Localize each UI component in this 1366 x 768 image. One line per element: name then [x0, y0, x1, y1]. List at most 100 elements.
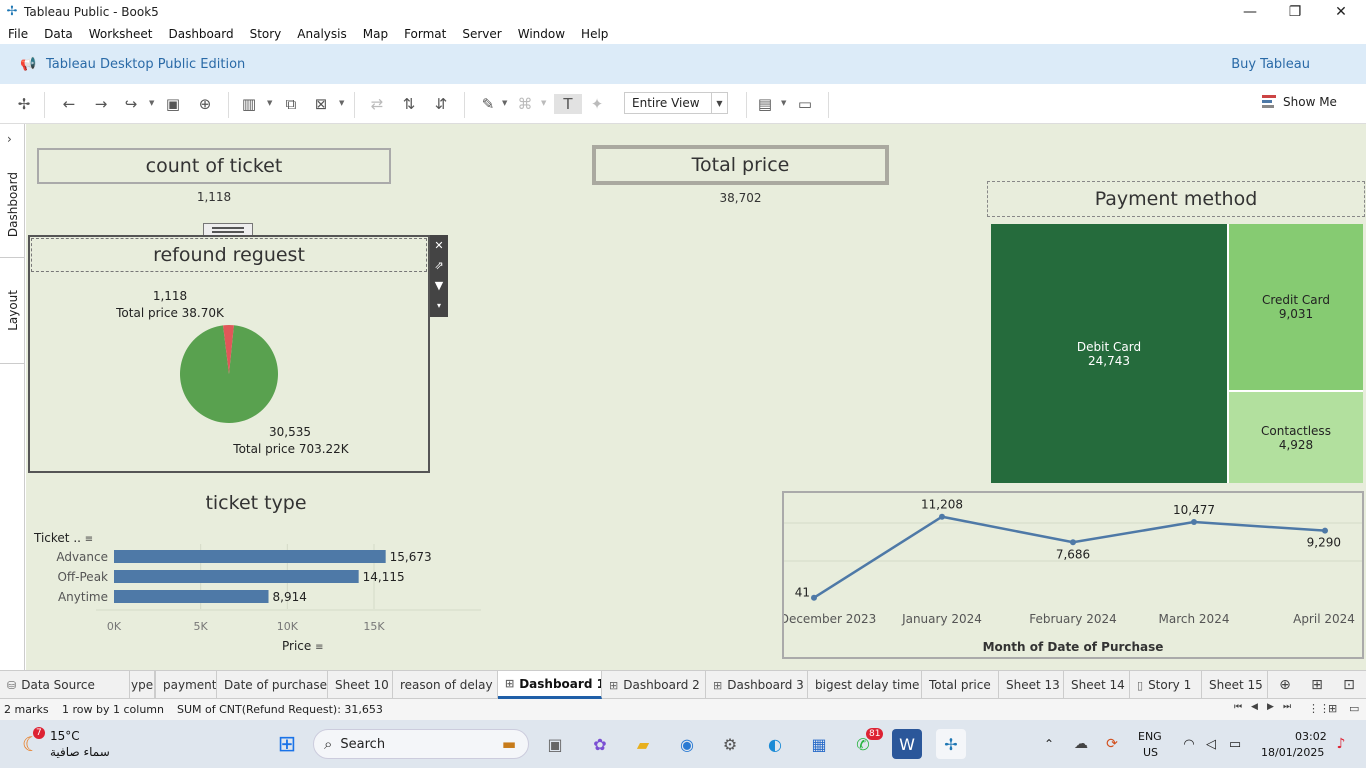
- buy-tableau-link[interactable]: Buy Tableau: [1231, 56, 1310, 72]
- sync-icon[interactable]: ⟳: [1106, 736, 1118, 752]
- clock-date[interactable]: 18/01/2025: [1261, 746, 1325, 759]
- tab-dashboard-2[interactable]: ⊞ Dashboard 2: [602, 671, 706, 699]
- tableau-taskbar-icon[interactable]: ✢: [936, 729, 966, 759]
- wifi-icon[interactable]: ◠: [1183, 736, 1195, 752]
- clock-time[interactable]: 03:02: [1295, 730, 1327, 743]
- go-to-sheet-icon[interactable]: ⇗: [434, 258, 444, 272]
- group-members-icon[interactable]: ⌘: [517, 95, 533, 113]
- first-sheet-icon[interactable]: ⏮: [1234, 702, 1243, 712]
- bar-anytime[interactable]: [114, 590, 269, 603]
- show-me-button[interactable]: Show Me: [1262, 95, 1337, 109]
- clear-dropdown-icon[interactable]: ▼: [339, 99, 345, 107]
- tab-sheet-13[interactable]: Sheet 13: [999, 671, 1064, 699]
- next-sheet-icon[interactable]: ▶: [1267, 702, 1274, 712]
- tab-data-source[interactable]: ⛁ Data Source: [0, 671, 130, 699]
- highlight-dropdown-icon[interactable]: ▼: [502, 99, 508, 107]
- replay-dropdown-icon[interactable]: ▼: [149, 99, 155, 107]
- sort-descending-icon[interactable]: ⇵: [434, 95, 448, 113]
- microsoft-store-icon[interactable]: ▦: [811, 734, 827, 754]
- file-explorer-icon[interactable]: ▰: [636, 734, 650, 754]
- tab-date-of-purchase[interactable]: Date of purchase: [217, 671, 328, 699]
- pie-slice-small[interactable]: [223, 325, 234, 374]
- new-story-tab-icon[interactable]: ⊡: [1343, 677, 1355, 693]
- line-point[interactable]: [939, 513, 945, 520]
- menu-data[interactable]: Data: [44, 26, 73, 41]
- refund-request-panel[interactable]: refound reguest 1,118 Total price 38.70K…: [28, 235, 430, 473]
- onedrive-icon[interactable]: ☁: [1074, 736, 1088, 752]
- taskbar-search[interactable]: ⌕ Search ▬: [313, 729, 529, 759]
- notification-bell-icon[interactable]: ♪: [1336, 736, 1346, 752]
- highlight-icon[interactable]: ✎: [481, 95, 495, 113]
- language-indicator[interactable]: ENG: [1138, 730, 1162, 743]
- tab-dashboard-1[interactable]: ⊞ Dashboard 1: [498, 671, 602, 699]
- minimize-button[interactable]: —: [1243, 3, 1257, 20]
- close-icon[interactable]: ✕: [434, 238, 444, 252]
- price-axis-title[interactable]: Price ≡: [282, 639, 324, 653]
- show-cards-icon[interactable]: ▤: [757, 95, 773, 113]
- menu-server[interactable]: Server: [462, 26, 502, 41]
- swap-axes-icon[interactable]: ⇄: [370, 95, 384, 113]
- ticket-axis-header[interactable]: Ticket .. ≡: [34, 531, 93, 545]
- replay-icon[interactable]: ↪: [124, 95, 138, 113]
- tab-dashboard-pane[interactable]: Dashboard: [0, 152, 25, 258]
- count-of-ticket-title[interactable]: count of ticket: [37, 148, 391, 184]
- menu-analysis[interactable]: Analysis: [297, 26, 347, 41]
- tabs-view-icon[interactable]: ▭: [1349, 702, 1360, 715]
- word-icon[interactable]: W: [892, 729, 922, 759]
- new-worksheet-icon[interactable]: ▥: [241, 95, 257, 113]
- new-worksheet-tab-icon[interactable]: ⊕: [1279, 677, 1291, 693]
- sort-icon[interactable]: ≡: [315, 642, 324, 653]
- duplicate-sheet-icon[interactable]: ⧉: [285, 95, 297, 113]
- tab-sheet-10[interactable]: Sheet 10: [328, 671, 393, 699]
- prev-sheet-icon[interactable]: ◀: [1251, 702, 1258, 712]
- sort-ascending-icon[interactable]: ⇅: [402, 95, 416, 113]
- windows-start-icon[interactable]: ⊞: [277, 731, 297, 757]
- payment-method-title[interactable]: Payment method: [987, 181, 1365, 217]
- whatsapp-icon[interactable]: ✆: [856, 734, 870, 754]
- task-view-icon[interactable]: ▣: [547, 734, 563, 754]
- pie-slice-large[interactable]: [180, 325, 278, 423]
- sort-icon[interactable]: ≡: [84, 534, 94, 545]
- menu-window[interactable]: Window: [517, 26, 566, 41]
- line-point[interactable]: [1191, 519, 1197, 526]
- treemap-cell-contactless[interactable]: Contactless 4,928: [1229, 392, 1363, 483]
- restore-button[interactable]: ❐: [1288, 3, 1302, 20]
- show-hidden-icons-icon[interactable]: ⌃: [1043, 737, 1055, 751]
- more-options-icon[interactable]: ▾: [436, 300, 441, 310]
- line-point[interactable]: [1070, 539, 1076, 546]
- copilot-icon[interactable]: ✿: [593, 734, 607, 754]
- filter-icon[interactable]: ▼: [434, 278, 444, 292]
- menu-help[interactable]: Help: [581, 26, 609, 41]
- show-cards-dropdown-icon[interactable]: ▼: [781, 99, 787, 107]
- film-strip-icon[interactable]: ⋮⋮: [1308, 702, 1330, 715]
- tab-reason-of-delay[interactable]: reason of delay: [393, 671, 498, 699]
- tab-dashboard-3[interactable]: ⊞ Dashboard 3: [706, 671, 808, 699]
- sheet-sorter-icon[interactable]: ⊞: [1328, 702, 1338, 715]
- new-dashboard-tab-icon[interactable]: ⊞: [1311, 677, 1323, 693]
- tab-total-price[interactable]: Total price: [922, 671, 999, 699]
- settings-icon[interactable]: ⚙: [722, 734, 738, 754]
- clear-sheet-icon[interactable]: ⊠: [314, 95, 328, 113]
- save-icon[interactable]: ▣: [165, 95, 181, 113]
- pin-axes-icon[interactable]: ✦: [590, 95, 604, 113]
- bar-advance[interactable]: [114, 550, 386, 563]
- menu-dashboard[interactable]: Dashboard: [168, 26, 234, 41]
- new-worksheet-dropdown-icon[interactable]: ▼: [267, 99, 273, 107]
- undo-icon[interactable]: ←: [62, 95, 76, 113]
- tab-sheet-14[interactable]: Sheet 14: [1064, 671, 1130, 699]
- line-point[interactable]: [811, 594, 817, 601]
- treemap-cell-debit[interactable]: Debit Card 24,743: [991, 224, 1227, 483]
- battery-icon[interactable]: ▭: [1228, 736, 1242, 752]
- menu-story[interactable]: Story: [249, 26, 282, 41]
- expand-panel-icon[interactable]: ›: [7, 132, 12, 146]
- new-data-source-icon[interactable]: ⊕: [198, 95, 212, 113]
- chevron-down-icon[interactable]: ▼: [711, 93, 727, 113]
- treemap-cell-credit[interactable]: Credit Card 9,031: [1229, 224, 1363, 390]
- menu-file[interactable]: File: [8, 26, 29, 41]
- menu-map[interactable]: Map: [362, 26, 389, 41]
- fit-select[interactable]: Entire View ▼: [624, 92, 728, 114]
- drag-handle[interactable]: [203, 223, 253, 235]
- edge-browser-icon[interactable]: ◐: [768, 734, 782, 754]
- close-window-button[interactable]: ✕: [1335, 3, 1347, 20]
- bar-off-peak[interactable]: [114, 570, 359, 583]
